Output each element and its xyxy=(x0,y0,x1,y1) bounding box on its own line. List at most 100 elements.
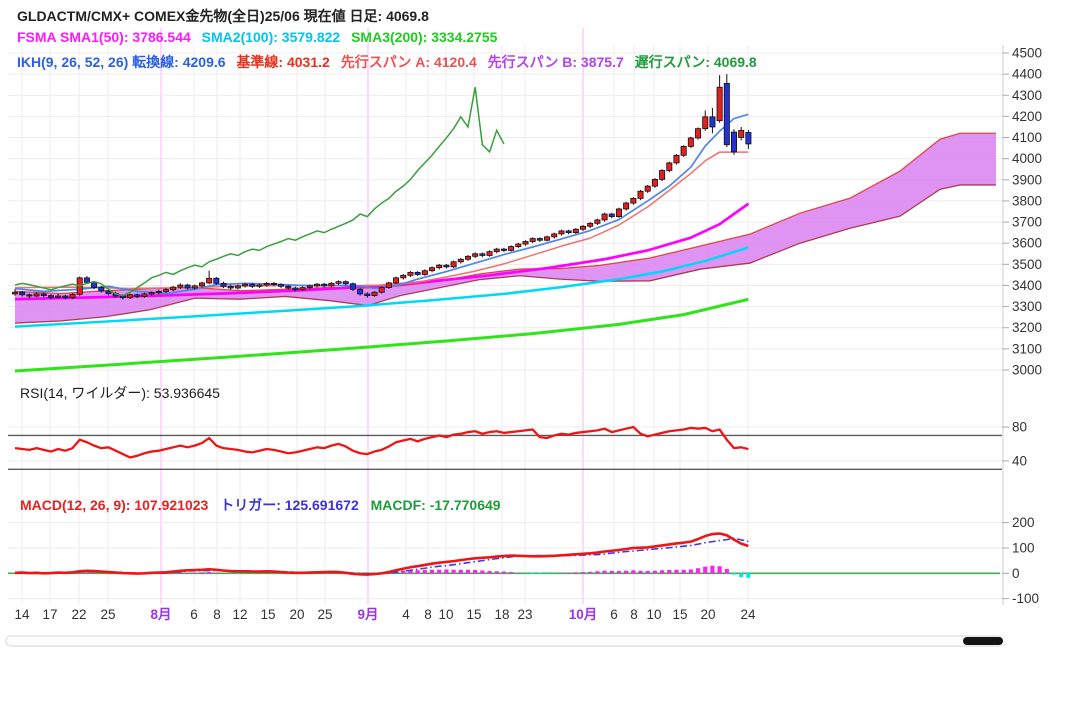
candle-up xyxy=(637,190,644,199)
candle-down xyxy=(342,281,349,285)
rsi-axis-label: 80 xyxy=(1012,420,1027,435)
candle-down xyxy=(220,282,227,287)
rsi-axis-label: 40 xyxy=(1012,453,1027,468)
x-axis-label: 20 xyxy=(700,607,715,622)
chart-canvas[interactable]: 4500440043004200410040003900380037003600… xyxy=(0,0,1080,660)
x-axis-label: 23 xyxy=(517,607,532,622)
macd-hist-bar-pos xyxy=(616,571,622,574)
macd-hist-bar-pos xyxy=(516,572,521,574)
x-axis-month-label: 10月 xyxy=(569,607,598,622)
x-axis-label: 8 xyxy=(630,607,638,622)
candle-up xyxy=(486,251,493,256)
macd-hist-bar-pos xyxy=(595,571,600,574)
scrollbar-thumb[interactable] xyxy=(963,637,1003,645)
macd-hist-bar-pos xyxy=(199,572,205,574)
candle-down xyxy=(321,283,328,287)
candle-up xyxy=(436,264,443,269)
sma2-legend-value: SMA2(100): 3579.822 xyxy=(201,29,341,45)
candle-up xyxy=(385,282,392,288)
macd-hist-bar-pos xyxy=(444,569,449,574)
macd-hist-bar-pos xyxy=(638,570,643,574)
candle-up xyxy=(234,285,241,289)
candle-up xyxy=(170,286,177,291)
candle-down xyxy=(98,287,105,292)
macd-hist-bar-pos xyxy=(501,571,507,574)
macd-hist-bar-pos xyxy=(674,569,679,574)
x-axis-month-label: 8月 xyxy=(150,607,171,622)
chikou-line xyxy=(14,87,505,297)
candle-up xyxy=(162,289,169,292)
macd-hist-bar-pos xyxy=(703,566,708,574)
macd-hist-bar-pos xyxy=(171,572,176,574)
macd-hist-bar-pos xyxy=(724,568,729,574)
candle-up xyxy=(630,197,637,204)
candle-down xyxy=(479,253,486,256)
candle-up xyxy=(11,291,18,295)
macd-hist-bar-neg xyxy=(731,573,737,575)
macd-hist-bar-pos xyxy=(688,569,693,574)
ichimoku-cloud xyxy=(15,133,996,324)
macd-hist-bar-pos xyxy=(602,570,607,574)
candle-up xyxy=(306,285,313,288)
price-axis-label: 3400 xyxy=(1012,278,1042,293)
candle-up xyxy=(544,236,551,241)
macd-axis-label: -100 xyxy=(1012,591,1039,606)
candle-up xyxy=(450,261,457,268)
candle-down xyxy=(105,290,112,294)
price-axis-label: 4000 xyxy=(1012,151,1042,166)
candle-down xyxy=(285,285,292,289)
x-axis-label: 8 xyxy=(424,607,432,622)
macd-hist-bar-pos xyxy=(207,572,212,574)
macd-hist-bar-pos xyxy=(408,570,413,574)
macd-hist-bar-pos xyxy=(77,572,82,574)
macd-hist-bar-pos xyxy=(415,570,420,574)
sma1-line xyxy=(14,202,750,301)
kijun-legend-value: 基準線: 4031.2 xyxy=(236,54,330,70)
macd-hist-bar-pos xyxy=(178,572,183,574)
candle-down xyxy=(19,291,26,296)
candle-down xyxy=(40,293,47,297)
macd-hist-bar-pos xyxy=(451,569,456,574)
trigger-line xyxy=(14,537,749,575)
macd-axis-label: 0 xyxy=(1012,566,1020,581)
candle-up xyxy=(393,277,400,284)
sma2-line xyxy=(14,246,749,328)
price-axis-label: 3300 xyxy=(1012,299,1042,314)
candle-up xyxy=(702,116,709,130)
candle-up xyxy=(242,283,249,287)
candle-up xyxy=(522,241,529,245)
candle-up xyxy=(141,293,148,297)
macd-hist-bar-pos xyxy=(465,569,471,574)
candle-up xyxy=(493,248,500,253)
macd-hist-bar-pos xyxy=(631,570,636,574)
candle-up xyxy=(508,246,515,251)
rsi-label: RSI(14, ワイルダー): 53.936645 xyxy=(20,385,220,401)
candle-up xyxy=(738,129,745,138)
x-axis-label: 10 xyxy=(438,607,453,622)
candle-down xyxy=(414,271,421,275)
macd-hist-bar-pos xyxy=(695,568,701,574)
macd-hist-bar-pos xyxy=(667,570,672,574)
x-axis-label: 20 xyxy=(289,607,304,622)
candle-up xyxy=(623,202,630,210)
macd-hist-bar-neg xyxy=(746,573,751,578)
price-axis-label: 3100 xyxy=(1012,341,1042,356)
chikou-legend-value: 遅行スパン: 4069.8 xyxy=(634,54,757,70)
tenkan-line xyxy=(14,113,749,295)
macd-hist-bar-pos xyxy=(580,572,586,574)
macd-line xyxy=(14,532,749,576)
x-axis-label: 17 xyxy=(42,607,57,622)
price-axis-label: 3800 xyxy=(1012,193,1042,208)
price-axis-label: 3500 xyxy=(1012,257,1042,272)
macd-hist-bar-pos xyxy=(710,565,715,574)
candle-up xyxy=(587,222,594,227)
candle-up xyxy=(659,170,666,180)
macd-hist-bar-pos xyxy=(681,569,686,574)
macd-hist-bar-neg xyxy=(537,573,542,575)
candle-up xyxy=(651,178,658,187)
candle-up xyxy=(421,270,428,275)
x-axis-label: 14 xyxy=(14,607,30,622)
candle-down xyxy=(565,230,572,234)
horizontal-scrollbar[interactable] xyxy=(5,635,1003,647)
